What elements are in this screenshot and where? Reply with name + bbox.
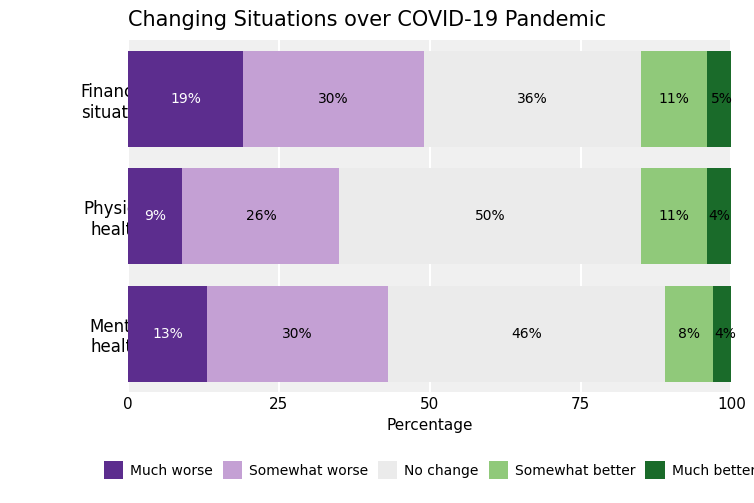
- Text: 36%: 36%: [517, 92, 547, 106]
- Text: 26%: 26%: [246, 209, 276, 223]
- Bar: [128, 168, 182, 265]
- Bar: [128, 51, 243, 147]
- Text: 19%: 19%: [170, 92, 201, 106]
- Bar: [128, 286, 207, 382]
- Bar: [665, 286, 713, 382]
- Text: 9%: 9%: [144, 209, 167, 223]
- Bar: [207, 286, 388, 382]
- Text: 30%: 30%: [318, 92, 348, 106]
- Text: 4%: 4%: [714, 326, 737, 341]
- Bar: [182, 168, 339, 265]
- Text: 30%: 30%: [282, 326, 312, 341]
- Bar: [339, 168, 641, 265]
- Bar: [641, 168, 707, 265]
- X-axis label: Percentage: Percentage: [387, 418, 473, 433]
- Text: 5%: 5%: [711, 92, 734, 106]
- Bar: [388, 286, 665, 382]
- Text: 11%: 11%: [659, 92, 689, 106]
- Text: 4%: 4%: [708, 209, 731, 223]
- Text: 8%: 8%: [678, 326, 700, 341]
- Text: 46%: 46%: [511, 326, 541, 341]
- Bar: [713, 286, 737, 382]
- Text: 11%: 11%: [659, 209, 689, 223]
- Bar: [707, 51, 737, 147]
- Text: 13%: 13%: [152, 326, 182, 341]
- Bar: [243, 51, 424, 147]
- Text: 50%: 50%: [475, 209, 505, 223]
- Text: Changing Situations over COVID-19 Pandemic: Changing Situations over COVID-19 Pandem…: [128, 11, 606, 30]
- Bar: [707, 168, 731, 265]
- Bar: [424, 51, 641, 147]
- Bar: [641, 51, 707, 147]
- Legend: Much worse, Somewhat worse, No change, Somewhat better, Much better: Much worse, Somewhat worse, No change, S…: [98, 456, 754, 484]
